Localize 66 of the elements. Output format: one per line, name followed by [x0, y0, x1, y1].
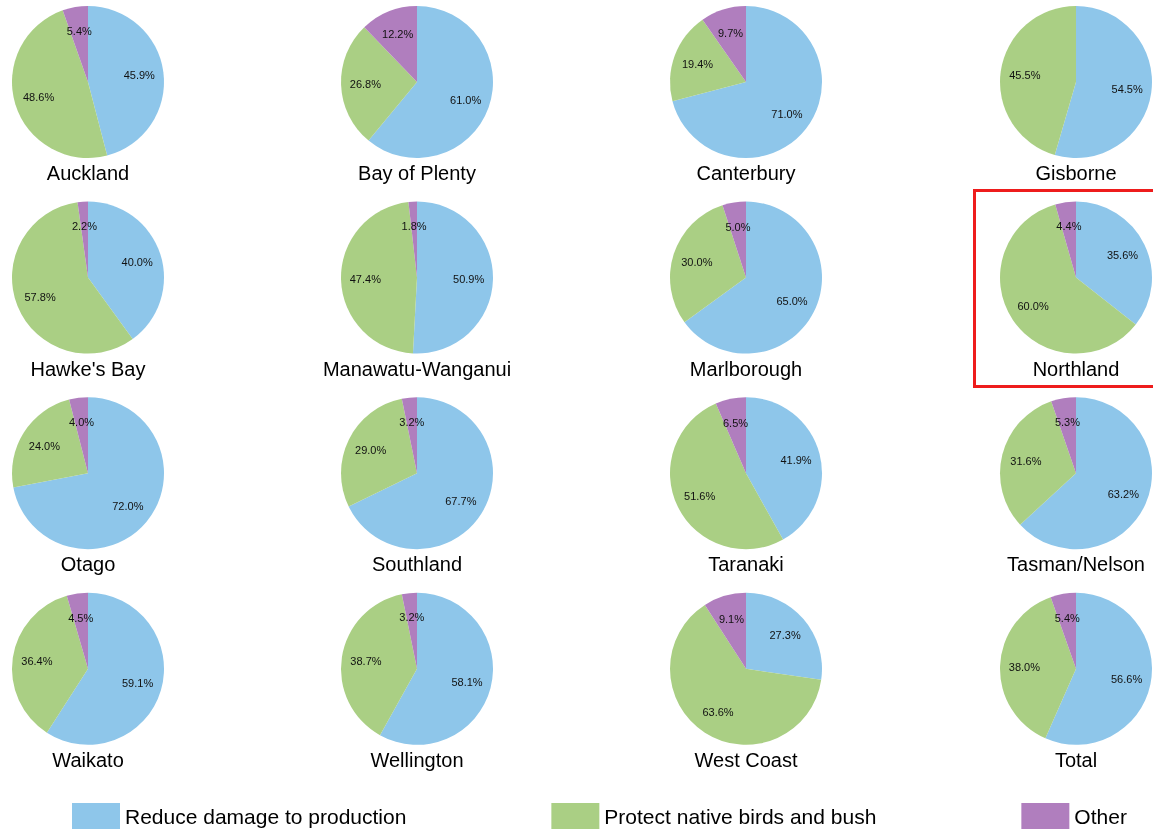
data-label: 48.6% [22, 91, 55, 104]
data-label: 35.6% [1106, 249, 1139, 262]
data-label: 40.0% [121, 255, 153, 268]
slice-label: Hawke's Bay [30, 357, 146, 380]
slice-label: Gisborne [1035, 162, 1117, 184]
data-label: 47.4% [349, 273, 382, 286]
slice-label: Northland [1032, 357, 1120, 380]
data-label: 9.7% [717, 26, 744, 39]
data-label: 51.6% [684, 490, 716, 503]
data-label: 29.0% [355, 444, 387, 457]
data-label: 56.6% [1110, 673, 1143, 686]
data-label: 63.2% [1107, 487, 1140, 500]
data-label: 1.8% [401, 220, 427, 232]
slice-label: Manawatu-Wanganui [322, 357, 512, 380]
data-label: 12.2% [382, 28, 414, 41]
data-label: 60.0% [1017, 300, 1049, 313]
data-label: 4.0% [68, 415, 95, 428]
data-label: 27.3% [769, 628, 801, 641]
slice-label: Canterbury [696, 162, 796, 184]
data-label: 72.0% [112, 500, 144, 513]
slice-label: West Coast [694, 748, 798, 771]
slice-label: Auckland [46, 162, 130, 184]
data-label: 63.6% [702, 706, 734, 719]
slice-label: Wellington [370, 748, 464, 771]
data-label: 36.4% [21, 655, 53, 668]
data-label: 9.1% [718, 613, 745, 626]
slice-label: Bay of Plenty [358, 162, 476, 184]
data-label: 38.7% [350, 654, 382, 667]
data-label: 4.5% [68, 611, 94, 624]
slice-label: Tasman/Nelson [1007, 553, 1145, 576]
legend-label: Other [1074, 804, 1127, 828]
data-label: 31.6% [1010, 454, 1042, 467]
data-label: 5.4% [66, 25, 93, 38]
data-label: 6.5% [722, 416, 749, 429]
data-label: 3.2% [399, 415, 425, 428]
slice-label: Southland [371, 553, 463, 576]
data-label: 19.4% [681, 58, 714, 71]
data-label: 26.8% [349, 77, 382, 90]
data-label: 45.9% [123, 69, 156, 82]
data-label: 5.3% [1054, 416, 1081, 429]
data-label: 41.9% [780, 454, 812, 467]
slice-label: Otago [60, 553, 116, 576]
slice-label: Taranaki [708, 553, 784, 576]
data-label: 4.4% [1056, 220, 1082, 233]
data-label: 45.5% [1009, 68, 1041, 81]
slice-label: Marlborough [689, 357, 803, 380]
legend-label: Reduce damage to production [125, 804, 407, 828]
data-label: 67.7% [445, 494, 477, 507]
data-label: 59.1% [121, 677, 154, 690]
slice-label: Total [1054, 748, 1098, 771]
data-label: 3.2% [399, 611, 425, 624]
data-label: 38.0% [1008, 660, 1041, 673]
data-label: 5.0% [725, 220, 751, 233]
data-label: 65.0% [776, 295, 808, 308]
data-label: 24.0% [28, 439, 61, 452]
data-label: 71.0% [771, 107, 803, 120]
data-label: 2.2% [71, 220, 98, 233]
data-label: 5.4% [1054, 611, 1081, 624]
slice-label: Waikato [52, 748, 124, 771]
data-label: 57.8% [24, 290, 56, 303]
data-label: 58.1% [451, 675, 483, 688]
data-label: 61.0% [450, 93, 482, 106]
legend-label: Protect native birds and bush [604, 804, 877, 828]
data-label: 30.0% [681, 255, 713, 268]
data-label: 50.9% [453, 272, 485, 285]
data-label: 54.5% [1111, 83, 1143, 96]
